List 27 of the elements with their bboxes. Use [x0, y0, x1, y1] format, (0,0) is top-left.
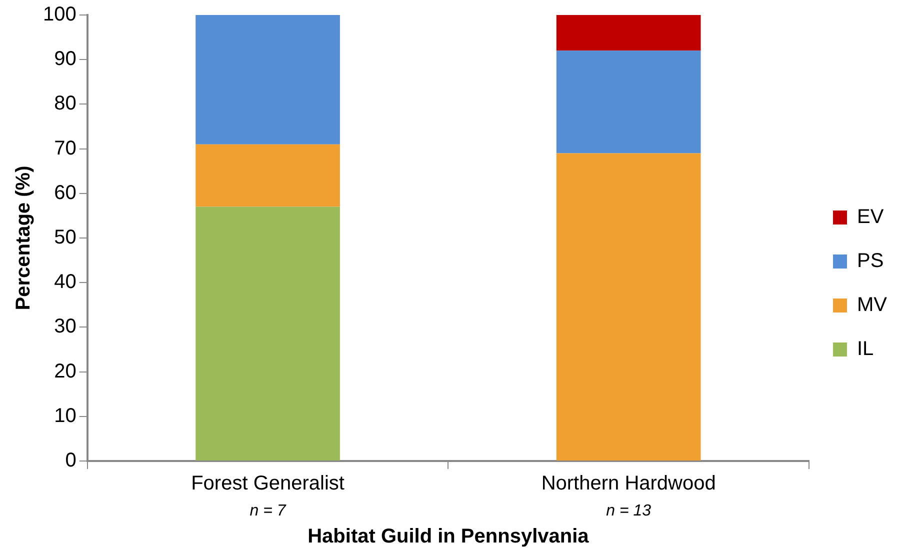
y-tick-label: 30	[54, 316, 76, 338]
legend-label: PS	[857, 250, 884, 272]
x-tick-label: Forest Generalist	[191, 472, 345, 495]
y-tick-label: 10	[54, 404, 76, 427]
legend-label: MV	[857, 294, 888, 316]
bar	[556, 153, 701, 460]
y-tick-label: 0	[65, 450, 76, 472]
y-tick-label: 20	[54, 360, 76, 382]
bar	[556, 50, 701, 154]
bar	[196, 206, 340, 460]
y-tick-label: 80	[54, 92, 76, 115]
x-axis-title: Habitat Guild in Pennsylvania	[308, 526, 590, 548]
y-axis-title: Percentage (%)	[12, 166, 35, 310]
y-tick-label: 50	[54, 226, 76, 249]
y-tick-label: 100	[42, 4, 76, 26]
y-tick-label: 60	[54, 182, 76, 204]
bar	[196, 144, 340, 207]
x-tick-label: Northern Hardwood	[541, 472, 716, 495]
text: n = 7	[250, 502, 287, 520]
y-tick-label: 90	[54, 48, 76, 70]
legend-label: EV	[857, 206, 884, 228]
bar	[556, 15, 701, 51]
y-tick-label: 70	[54, 137, 76, 160]
y-tick-label: 40	[54, 271, 76, 294]
text: n = 13	[606, 502, 652, 520]
legend-label: IL	[857, 338, 874, 360]
bar	[196, 15, 340, 144]
